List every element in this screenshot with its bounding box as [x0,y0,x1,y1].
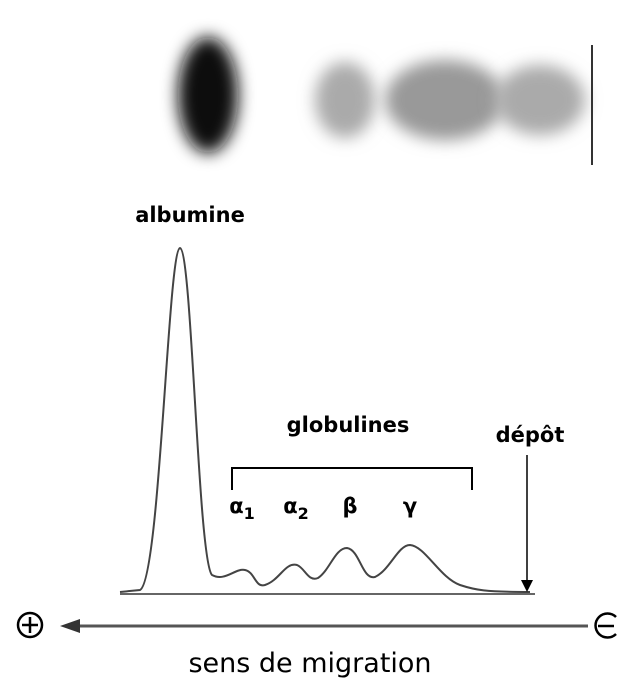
fraction-label: α1 [229,494,255,523]
fraction-symbol: β [342,494,357,518]
fraction-label: β [342,494,357,518]
fraction-symbol: γ [403,494,417,518]
fraction-label: α2 [283,494,309,523]
fraction-subscript: 2 [298,504,309,523]
plus-sign [18,613,42,637]
fraction-symbol: α [229,494,243,518]
albumin-label: albumine [135,203,245,227]
fraction-label: γ [403,494,417,518]
migration-arrowhead [60,619,80,633]
deposit-arrowhead [521,580,533,592]
gel-strip [178,37,592,165]
deposit-label: dépôt [496,423,565,447]
electrophoresis-diagram: albumine globulines α1α2βγ dépôt sens de… [0,0,620,683]
migration-label: sens de migration [188,648,431,679]
globulins-label: globulines [287,413,410,437]
fraction-symbol: α [283,494,297,518]
bracket [232,468,472,490]
fraction-subscript: 1 [244,504,255,523]
minus-sign [596,614,616,638]
